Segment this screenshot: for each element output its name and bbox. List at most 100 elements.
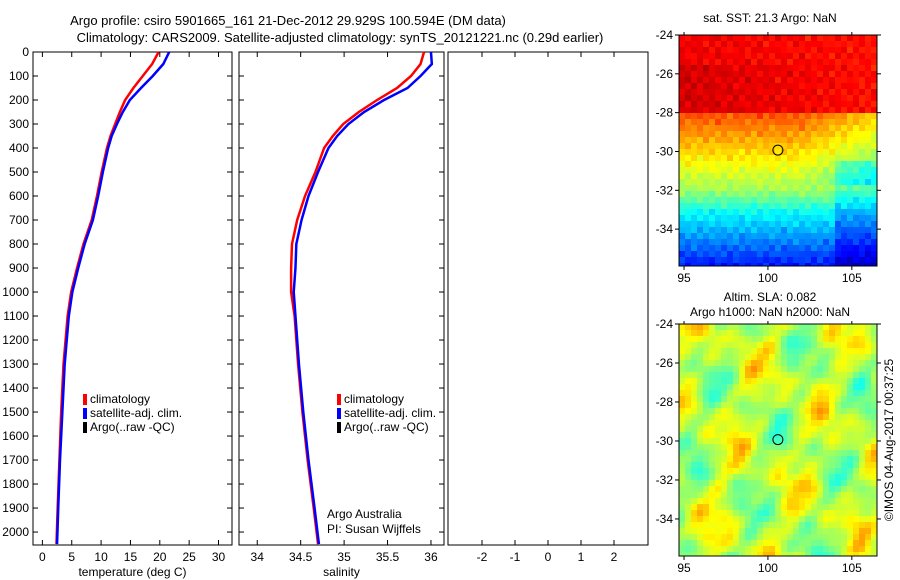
- map-cell: [721, 77, 727, 83]
- map-cell: [745, 245, 751, 251]
- map-cell: [787, 546, 793, 552]
- map-cell: [793, 47, 799, 53]
- map-cell: [709, 221, 715, 227]
- map-cell: [751, 191, 757, 197]
- map-cell: [769, 480, 775, 486]
- map-cell: [823, 209, 829, 215]
- map-cell: [751, 384, 757, 390]
- map-cell: [757, 251, 763, 257]
- map-cell: [829, 203, 835, 209]
- map-cell: [817, 426, 823, 432]
- map-cell: [721, 203, 727, 209]
- map-cell: [685, 486, 691, 492]
- plot-frame: [447, 51, 649, 546]
- map-cell: [679, 468, 685, 474]
- map-cell: [781, 173, 787, 179]
- map-cell: [763, 396, 769, 402]
- map-cell: [733, 456, 739, 462]
- map-cell: [745, 456, 751, 462]
- map-cell: [733, 546, 739, 552]
- map-cell: [841, 516, 847, 522]
- map-cell: [805, 221, 811, 227]
- map-cell: [715, 468, 721, 474]
- map-cell: [847, 402, 853, 408]
- map-cell: [811, 408, 817, 414]
- map-cell: [697, 396, 703, 402]
- map-cell: [847, 59, 853, 65]
- map-cell: [709, 408, 715, 414]
- map-cell: [847, 179, 853, 185]
- map-cell: [835, 257, 841, 263]
- map-cell: [829, 354, 835, 360]
- map-cell: [691, 522, 697, 528]
- map-cell: [733, 510, 739, 516]
- map-cell: [853, 257, 859, 263]
- map-cell: [817, 107, 823, 113]
- map-cell: [679, 432, 685, 438]
- map-cell: [703, 203, 709, 209]
- map-cell: [799, 245, 805, 251]
- map-cell: [835, 534, 841, 540]
- map-cell: [763, 215, 769, 221]
- map-cell: [799, 89, 805, 95]
- map-cell: [775, 209, 781, 215]
- map-cell: [757, 366, 763, 372]
- map-cell: [823, 546, 829, 552]
- map-cell: [871, 77, 877, 83]
- map-cell: [841, 336, 847, 342]
- map-cell: [829, 402, 835, 408]
- map-cell: [805, 438, 811, 444]
- map-cell: [727, 197, 733, 203]
- map-cell: [817, 474, 823, 480]
- map-cell: [775, 510, 781, 516]
- y-tick-label: 400: [9, 141, 29, 155]
- map-cell: [721, 41, 727, 47]
- map-cell: [841, 65, 847, 71]
- map-cell: [811, 53, 817, 59]
- map-cell: [763, 227, 769, 233]
- map-cell: [859, 516, 865, 522]
- map-cell: [685, 330, 691, 336]
- map-cell: [745, 492, 751, 498]
- sla-map-image: [679, 324, 877, 556]
- map-cell: [739, 83, 745, 89]
- map-cell: [805, 77, 811, 83]
- map-cell: [859, 390, 865, 396]
- map-cell: [835, 53, 841, 59]
- map-cell: [745, 221, 751, 227]
- map-cell: [751, 203, 757, 209]
- map-cell: [691, 263, 697, 266]
- map-cell: [715, 432, 721, 438]
- map-cell: [709, 233, 715, 239]
- map-cell: [805, 179, 811, 185]
- map-cell: [775, 360, 781, 366]
- map-cell: [805, 408, 811, 414]
- map-cell: [679, 408, 685, 414]
- map-cell: [757, 179, 763, 185]
- map-cell: [805, 35, 811, 41]
- map-cell: [787, 107, 793, 113]
- map-cell: [727, 498, 733, 504]
- map-cell: [757, 330, 763, 336]
- map-cell: [817, 528, 823, 534]
- map-cell: [769, 125, 775, 131]
- map-cell: [733, 498, 739, 504]
- map-cell: [685, 528, 691, 534]
- map-cell: [691, 95, 697, 101]
- map-cell: [829, 504, 835, 510]
- map-cell: [769, 101, 775, 107]
- map-cell: [805, 203, 811, 209]
- map-cell: [823, 390, 829, 396]
- map-cell: [721, 197, 727, 203]
- map-cell: [763, 498, 769, 504]
- map-cell: [763, 71, 769, 77]
- map-cell: [685, 534, 691, 540]
- map-cell: [835, 191, 841, 197]
- map-cell: [727, 420, 733, 426]
- legend-swatch: [83, 408, 87, 419]
- map-cell: [709, 522, 715, 528]
- map-cell: [817, 324, 823, 330]
- map-cell: [865, 203, 871, 209]
- map-cell: [829, 125, 835, 131]
- map-cell: [685, 65, 691, 71]
